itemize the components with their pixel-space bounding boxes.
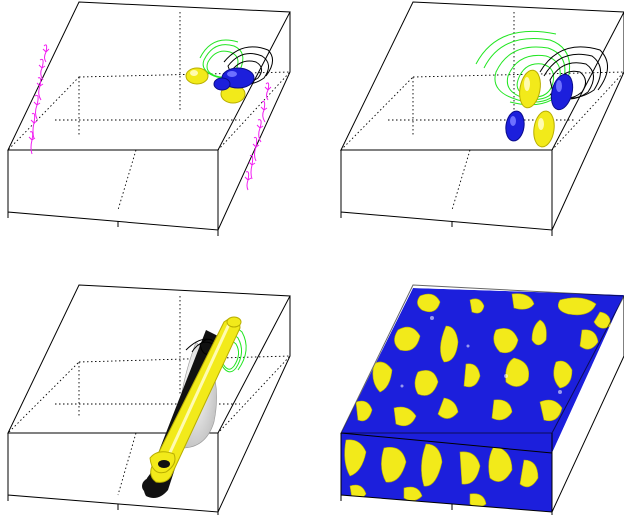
turbulent-front-face xyxy=(341,433,552,512)
bounding-box xyxy=(6,1,292,236)
yellow-isosurface xyxy=(519,69,555,148)
blue-isosurface xyxy=(213,67,255,91)
blue-isosurface xyxy=(505,73,574,142)
yellow-tube xyxy=(149,316,242,483)
bounding-box xyxy=(340,284,624,515)
panel-bottom-left xyxy=(6,284,292,515)
turbulent-top-face xyxy=(341,288,624,453)
bounding-box xyxy=(339,1,624,236)
panel-bottom-right xyxy=(340,284,624,515)
panel-top-right xyxy=(339,1,624,236)
panel-top-left xyxy=(6,1,292,236)
magenta-vector-arrows xyxy=(28,44,272,191)
